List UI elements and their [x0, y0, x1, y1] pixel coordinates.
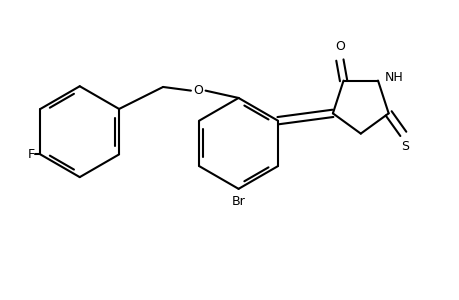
Text: F: F: [28, 148, 35, 161]
Text: O: O: [193, 84, 203, 97]
Text: NH: NH: [384, 71, 403, 84]
Text: Br: Br: [231, 195, 245, 208]
Text: S: S: [400, 140, 408, 154]
Text: O: O: [334, 40, 344, 53]
